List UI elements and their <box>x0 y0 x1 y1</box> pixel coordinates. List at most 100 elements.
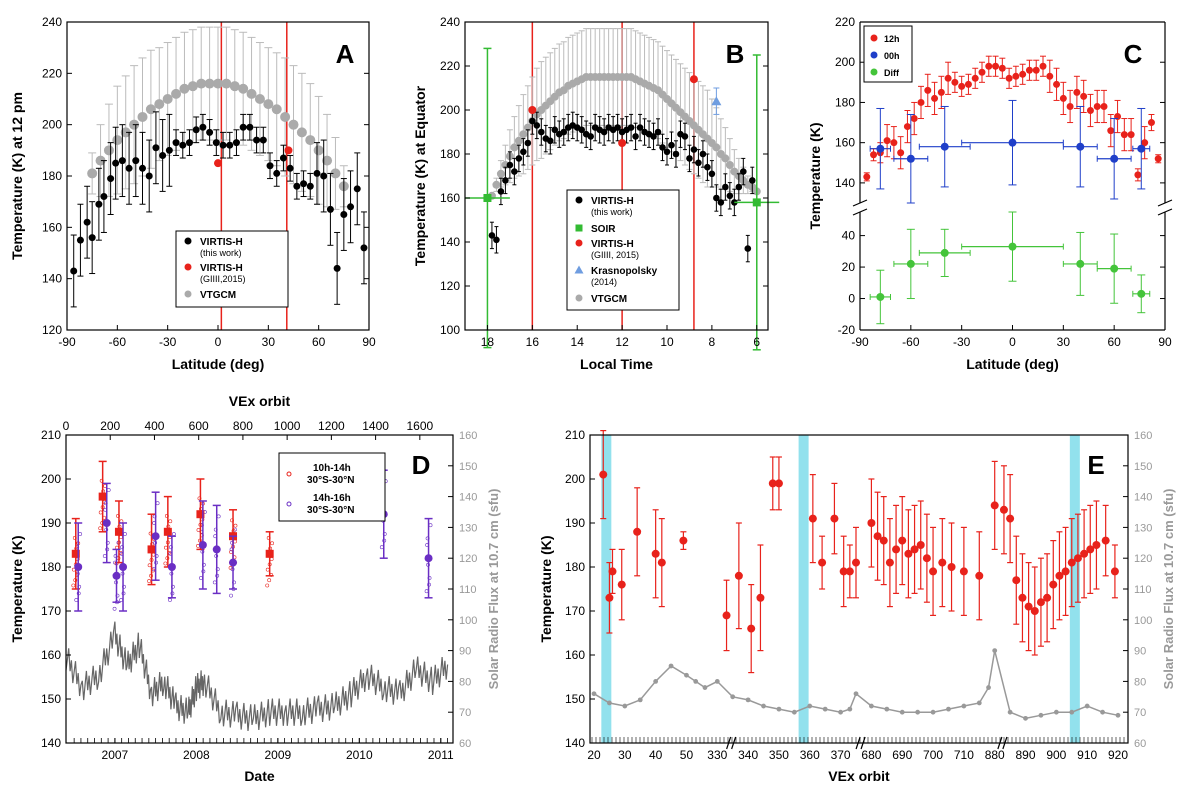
midnight-point <box>1110 154 1119 163</box>
raw-point <box>428 523 433 528</box>
y-tick-label: 240 <box>42 15 62 29</box>
x-tick-label: 50 <box>680 748 694 762</box>
legend-label: VIRTIS-H <box>200 237 243 248</box>
x-tick-label: 16 <box>526 335 540 349</box>
temperature-point <box>818 558 827 567</box>
virtis-point <box>112 159 120 167</box>
raw-point <box>98 526 103 531</box>
y-axis-label: Solar Radio Flux at 10.7 cm (sfu) <box>1161 489 1176 690</box>
temperature-point <box>1024 602 1033 611</box>
virtis-point <box>722 183 729 191</box>
y2-tick-label: 60 <box>1134 738 1146 750</box>
y-tick-label: 100 <box>440 323 460 337</box>
vtgcm-point <box>187 81 198 92</box>
diff-point <box>940 248 949 257</box>
y2-tick-label: 70 <box>459 707 471 719</box>
vtgcm-point <box>171 88 182 99</box>
legend-label: 10h-14h <box>313 463 351 474</box>
virtis-point <box>538 128 545 136</box>
afternoon-point <box>112 571 121 580</box>
temperature-point <box>845 567 854 576</box>
raw-point <box>147 563 152 568</box>
noon-point <box>1032 66 1040 74</box>
virtis-point <box>125 164 133 172</box>
virtis-point <box>100 193 108 201</box>
solar-flux-point <box>1115 712 1121 718</box>
temperature-point <box>1101 536 1110 545</box>
axis-break-mark <box>726 736 732 750</box>
temperature-point <box>975 571 984 580</box>
virtis-point <box>650 133 657 140</box>
noon-point <box>1120 131 1128 139</box>
noon-point <box>890 139 898 147</box>
virtis-point <box>172 139 180 147</box>
top-x-tick-label: 800 <box>233 419 253 433</box>
x-tick-label: 350 <box>769 748 789 762</box>
virtis-point <box>502 177 509 184</box>
temperature-point <box>1073 554 1082 563</box>
raw-point <box>155 501 160 506</box>
y2-tick-label: 140 <box>459 492 477 504</box>
legend-marker <box>575 239 583 247</box>
temperature-point <box>605 593 614 602</box>
raw-point <box>424 589 429 594</box>
temperature-point <box>1061 567 1070 576</box>
afternoon-point <box>212 545 221 554</box>
legend-marker <box>870 34 878 42</box>
legend-label: VIRTIS-H <box>200 263 243 274</box>
virtis-point <box>506 161 514 169</box>
y-tick-label: 140 <box>565 736 585 750</box>
noon-point <box>931 94 939 102</box>
virtis-point <box>326 205 334 213</box>
virtis-point <box>239 123 247 131</box>
noon-point <box>1147 119 1155 127</box>
solar-flux-point <box>930 709 936 715</box>
vtgcm-point <box>305 135 316 146</box>
y2-tick-label: 130 <box>459 522 477 534</box>
vtgcm-point <box>154 99 165 110</box>
axis-break-mark <box>1002 736 1008 750</box>
legend-marker <box>870 51 878 59</box>
temperature-point <box>768 479 777 488</box>
midnight-point <box>876 144 885 153</box>
x-tick-label: 40 <box>649 748 663 762</box>
axis-break-mark <box>860 736 866 750</box>
legend-marker <box>286 471 292 477</box>
temperature-point <box>679 536 688 545</box>
vtgcm-point <box>280 111 291 122</box>
y2-tick-label: 70 <box>1134 707 1146 719</box>
temperature-point <box>885 558 894 567</box>
y2-tick-label: 90 <box>459 646 471 658</box>
raw-point <box>265 583 270 588</box>
temperature-point <box>867 519 876 527</box>
x-tick-label: 680 <box>861 748 881 762</box>
solar-flux-point <box>899 709 905 715</box>
diff-point <box>1008 242 1017 251</box>
legend-sublabel: 30°S-30°N <box>307 505 354 516</box>
vtgcm-point <box>145 104 156 115</box>
solar-flux-point <box>622 703 628 709</box>
noon-point <box>1005 74 1013 82</box>
legend-marker <box>575 294 583 302</box>
temperature-point <box>651 549 660 558</box>
legend-label: 14h-16h <box>313 493 351 504</box>
x-tick-label: 2009 <box>264 748 291 762</box>
axis-break-mark <box>855 736 861 750</box>
virtis-point <box>704 163 711 171</box>
solar-flux-point <box>1053 709 1059 715</box>
solar-flux-point <box>807 703 813 709</box>
solar-flux-point <box>591 691 597 697</box>
noon-point <box>1107 127 1115 135</box>
virtis-point <box>627 124 635 131</box>
virtis-point <box>313 169 321 177</box>
noon-point <box>951 78 959 86</box>
solar-flux-point <box>1084 703 1090 709</box>
solar-flux-point <box>668 663 674 669</box>
x-tick-label: 710 <box>954 748 974 762</box>
solar-flux-point <box>986 685 991 690</box>
temperature-point <box>608 567 617 576</box>
legend-sublabel: (this work) <box>200 248 242 258</box>
solar-flux-point <box>1023 715 1028 721</box>
panel-label: A <box>336 39 355 69</box>
top-x-tick-label: 600 <box>189 419 209 433</box>
